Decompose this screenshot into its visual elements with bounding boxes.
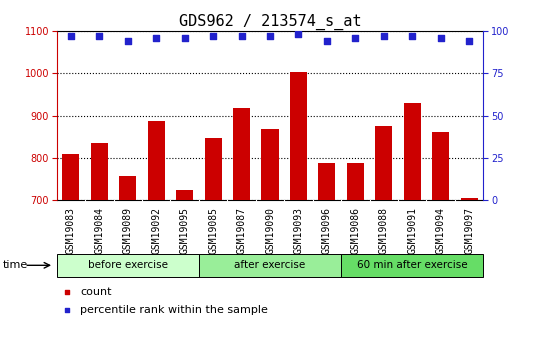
Point	[180, 35, 189, 41]
Bar	[432, 132, 449, 200]
Bar	[148, 121, 165, 200]
Point	[322, 38, 331, 44]
Text: GSM19097: GSM19097	[464, 207, 474, 254]
Point	[95, 33, 104, 39]
Text: GSM19089: GSM19089	[123, 207, 133, 254]
Point	[294, 32, 303, 37]
Bar	[57, 254, 199, 277]
Title: GDS962 / 213574_s_at: GDS962 / 213574_s_at	[179, 13, 361, 30]
Point	[152, 35, 160, 41]
Text: time: time	[3, 260, 28, 270]
Text: GSM19087: GSM19087	[237, 207, 247, 254]
Bar	[290, 72, 307, 200]
Bar	[63, 155, 79, 200]
Text: GSM19095: GSM19095	[180, 207, 190, 254]
Text: percentile rank within the sample: percentile rank within the sample	[80, 305, 268, 315]
Bar	[461, 198, 477, 200]
Point	[266, 33, 274, 39]
Point	[408, 33, 416, 39]
Text: GSM19093: GSM19093	[293, 207, 303, 254]
Text: GSM19090: GSM19090	[265, 207, 275, 254]
Text: GSM19096: GSM19096	[322, 207, 332, 254]
Bar	[404, 103, 421, 200]
Text: 60 min after exercise: 60 min after exercise	[357, 260, 468, 270]
Text: GSM19092: GSM19092	[151, 207, 161, 254]
Bar	[119, 176, 136, 200]
Point	[63, 307, 72, 313]
Point	[380, 33, 388, 39]
Text: GSM19094: GSM19094	[436, 207, 446, 254]
Point	[124, 38, 132, 44]
Bar	[91, 143, 108, 200]
Point	[209, 33, 218, 39]
Point	[66, 33, 75, 39]
Point	[436, 35, 445, 41]
Bar	[205, 138, 221, 200]
Bar	[261, 129, 279, 200]
Text: GSM19084: GSM19084	[94, 207, 104, 254]
Point	[63, 289, 72, 295]
Point	[351, 35, 360, 41]
Bar	[375, 126, 392, 200]
Point	[237, 33, 246, 39]
Point	[465, 38, 474, 44]
Text: GSM19085: GSM19085	[208, 207, 218, 254]
Text: GSM19086: GSM19086	[350, 207, 360, 254]
Bar	[233, 108, 250, 200]
Text: count: count	[80, 287, 112, 297]
Text: before exercise: before exercise	[88, 260, 168, 270]
Text: GSM19091: GSM19091	[407, 207, 417, 254]
Text: GSM19083: GSM19083	[66, 207, 76, 254]
Bar	[341, 254, 483, 277]
Bar	[319, 163, 335, 200]
Bar	[199, 254, 341, 277]
Bar	[347, 163, 364, 200]
Text: after exercise: after exercise	[234, 260, 306, 270]
Bar	[176, 190, 193, 200]
Text: GSM19088: GSM19088	[379, 207, 389, 254]
